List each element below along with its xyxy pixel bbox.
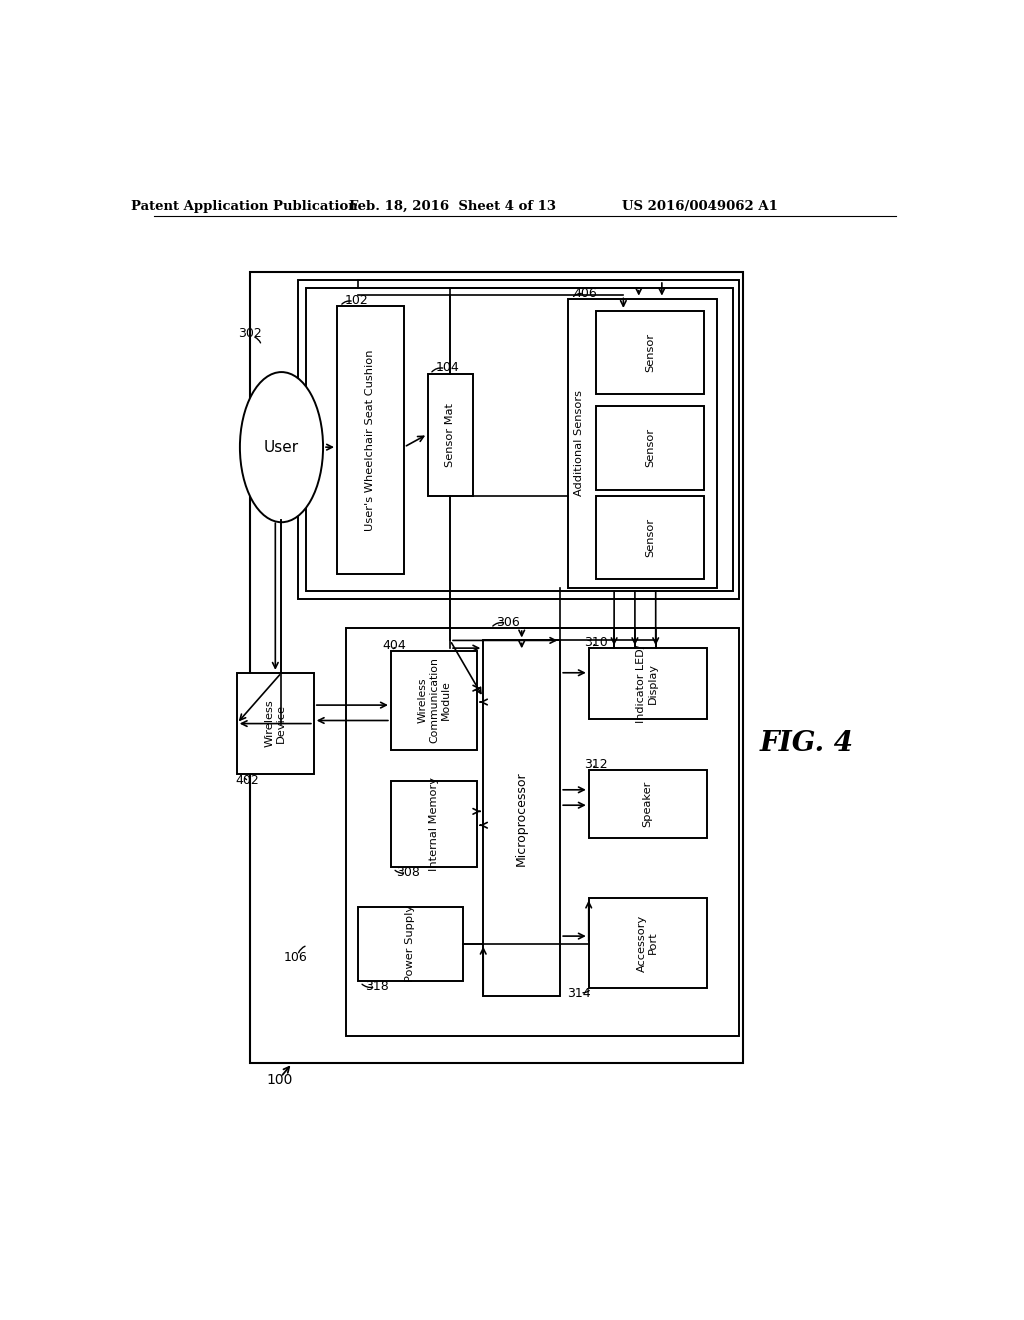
- Bar: [596, 312, 705, 395]
- Text: 104: 104: [436, 362, 460, 375]
- Bar: [589, 898, 707, 989]
- Text: 312: 312: [584, 758, 607, 771]
- Text: Sensor: Sensor: [645, 429, 655, 467]
- Bar: [250, 272, 742, 1063]
- Text: Feb. 18, 2016  Sheet 4 of 13: Feb. 18, 2016 Sheet 4 of 13: [349, 199, 556, 213]
- Bar: [298, 280, 739, 599]
- Text: Accessory
Port: Accessory Port: [637, 915, 658, 972]
- Text: 100: 100: [266, 1073, 293, 1088]
- Bar: [428, 374, 473, 496]
- Text: Power Supply: Power Supply: [406, 906, 415, 982]
- Text: 302: 302: [238, 327, 262, 341]
- Text: FIG. 4: FIG. 4: [760, 730, 854, 758]
- Bar: [589, 770, 707, 838]
- Text: 310: 310: [584, 636, 607, 649]
- Text: Sensor: Sensor: [645, 517, 655, 557]
- Text: 106: 106: [284, 952, 307, 964]
- Text: Indicator LED/
Display: Indicator LED/ Display: [637, 644, 658, 723]
- Bar: [391, 780, 477, 867]
- Text: 402: 402: [236, 774, 259, 787]
- Bar: [357, 907, 463, 981]
- Text: 318: 318: [366, 981, 389, 994]
- Bar: [483, 640, 560, 997]
- Text: 306: 306: [496, 616, 520, 630]
- Text: Sensor: Sensor: [645, 333, 655, 372]
- Text: US 2016/0049062 A1: US 2016/0049062 A1: [623, 199, 778, 213]
- Text: Patent Application Publication: Patent Application Publication: [131, 199, 358, 213]
- Bar: [337, 306, 403, 574]
- Ellipse shape: [240, 372, 323, 523]
- Text: Wireless
Communication
Module: Wireless Communication Module: [418, 657, 451, 743]
- Text: Sensor Mat: Sensor Mat: [445, 403, 455, 467]
- Text: 314: 314: [567, 987, 591, 1001]
- Bar: [589, 648, 707, 719]
- Text: Microprocessor: Microprocessor: [515, 771, 528, 866]
- Text: User: User: [264, 440, 299, 454]
- Bar: [237, 673, 313, 775]
- Text: 102: 102: [344, 294, 368, 308]
- Text: 404: 404: [383, 639, 407, 652]
- Bar: [596, 407, 705, 490]
- Text: Speaker: Speaker: [642, 780, 652, 826]
- Bar: [596, 496, 705, 579]
- Text: Additional Sensors: Additional Sensors: [574, 391, 585, 496]
- Text: Internal Memory: Internal Memory: [429, 776, 439, 871]
- Text: 308: 308: [396, 866, 420, 879]
- Bar: [346, 628, 739, 1036]
- Bar: [568, 298, 717, 589]
- Bar: [306, 288, 733, 591]
- Text: 406: 406: [573, 286, 597, 300]
- Text: Wireless
Device: Wireless Device: [264, 700, 286, 747]
- Bar: [391, 651, 477, 750]
- Text: User's Wheelchair Seat Cushion: User's Wheelchair Seat Cushion: [365, 350, 375, 531]
